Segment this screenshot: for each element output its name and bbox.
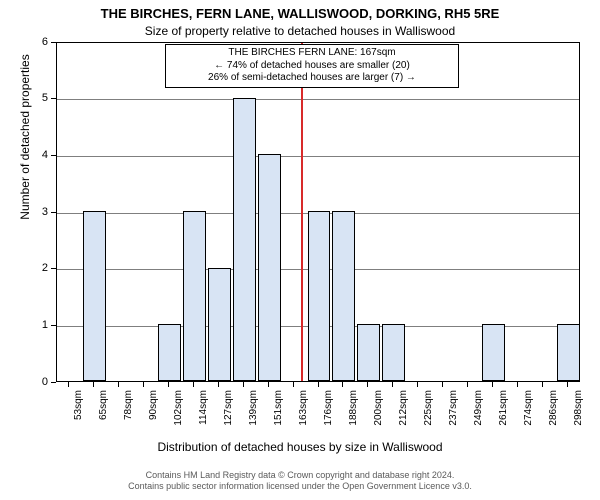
x-tick	[93, 382, 94, 387]
x-tick-label: 225sqm	[423, 390, 434, 490]
x-tick	[193, 382, 194, 387]
x-tick-label: 249sqm	[473, 390, 484, 490]
x-tick-label: 65sqm	[98, 390, 109, 490]
x-tick-label: 274sqm	[523, 390, 534, 490]
x-tick-label: 237sqm	[448, 390, 459, 490]
bar	[357, 324, 380, 381]
annotation-line: 26% of semi-detached houses are larger (…	[172, 72, 452, 85]
bar	[308, 211, 331, 381]
x-tick	[218, 382, 219, 387]
bar	[382, 324, 405, 381]
x-tick	[367, 382, 368, 387]
y-tick	[51, 325, 56, 326]
bar	[557, 324, 580, 381]
x-tick	[143, 382, 144, 387]
x-tick	[517, 382, 518, 387]
x-tick	[342, 382, 343, 387]
x-tick-label: 261sqm	[498, 390, 509, 490]
x-tick-label: 200sqm	[373, 390, 384, 490]
x-tick-label: 188sqm	[348, 390, 359, 490]
x-tick	[542, 382, 543, 387]
x-tick-label: 286sqm	[548, 390, 559, 490]
x-tick-label: 212sqm	[398, 390, 409, 490]
x-tick	[417, 382, 418, 387]
y-tick	[51, 268, 56, 269]
bar	[208, 268, 231, 381]
y-tick	[51, 155, 56, 156]
x-tick-label: 90sqm	[148, 390, 159, 490]
x-tick-label: 151sqm	[273, 390, 284, 490]
x-tick	[68, 382, 69, 387]
annotation-line: ← 74% of detached houses are smaller (20…	[172, 60, 452, 73]
bar	[482, 324, 505, 381]
x-tick	[243, 382, 244, 387]
annotation-box: THE BIRCHES FERN LANE: 167sqm← 74% of de…	[165, 44, 459, 88]
y-tick	[51, 98, 56, 99]
x-tick	[392, 382, 393, 387]
x-tick-label: 114sqm	[198, 390, 209, 490]
x-tick-label: 102sqm	[173, 390, 184, 490]
x-tick	[567, 382, 568, 387]
plot-area	[56, 42, 580, 382]
x-tick-label: 139sqm	[248, 390, 259, 490]
y-tick-label: 1	[30, 319, 48, 331]
x-tick	[467, 382, 468, 387]
x-tick-label: 163sqm	[298, 390, 309, 490]
x-tick	[293, 382, 294, 387]
bar	[258, 154, 281, 381]
bar	[233, 98, 256, 381]
x-tick	[442, 382, 443, 387]
y-tick-label: 5	[30, 92, 48, 104]
chart-container: THE BIRCHES, FERN LANE, WALLISWOOD, DORK…	[0, 0, 600, 500]
y-gridline	[57, 99, 579, 100]
chart-title: THE BIRCHES, FERN LANE, WALLISWOOD, DORK…	[0, 6, 600, 21]
y-tick-label: 0	[30, 376, 48, 388]
x-tick-label: 176sqm	[323, 390, 334, 490]
y-tick	[51, 212, 56, 213]
y-tick-label: 2	[30, 262, 48, 274]
bar	[332, 211, 355, 381]
bar	[183, 211, 206, 381]
y-tick-label: 4	[30, 149, 48, 161]
x-tick-label: 298sqm	[573, 390, 584, 490]
annotation-line: THE BIRCHES FERN LANE: 167sqm	[172, 47, 452, 60]
y-tick	[51, 382, 56, 383]
bar	[158, 324, 181, 381]
x-tick	[118, 382, 119, 387]
x-tick	[492, 382, 493, 387]
x-tick	[318, 382, 319, 387]
reference-line	[301, 43, 303, 381]
x-tick-label: 53sqm	[73, 390, 84, 490]
y-gridline	[57, 156, 579, 157]
bar	[83, 211, 106, 381]
y-tick-label: 6	[30, 36, 48, 48]
x-tick-label: 127sqm	[223, 390, 234, 490]
chart-subtitle: Size of property relative to detached ho…	[0, 24, 600, 38]
y-tick-label: 3	[30, 206, 48, 218]
x-tick	[168, 382, 169, 387]
x-tick	[268, 382, 269, 387]
x-tick-label: 78sqm	[123, 390, 134, 490]
y-tick	[51, 42, 56, 43]
